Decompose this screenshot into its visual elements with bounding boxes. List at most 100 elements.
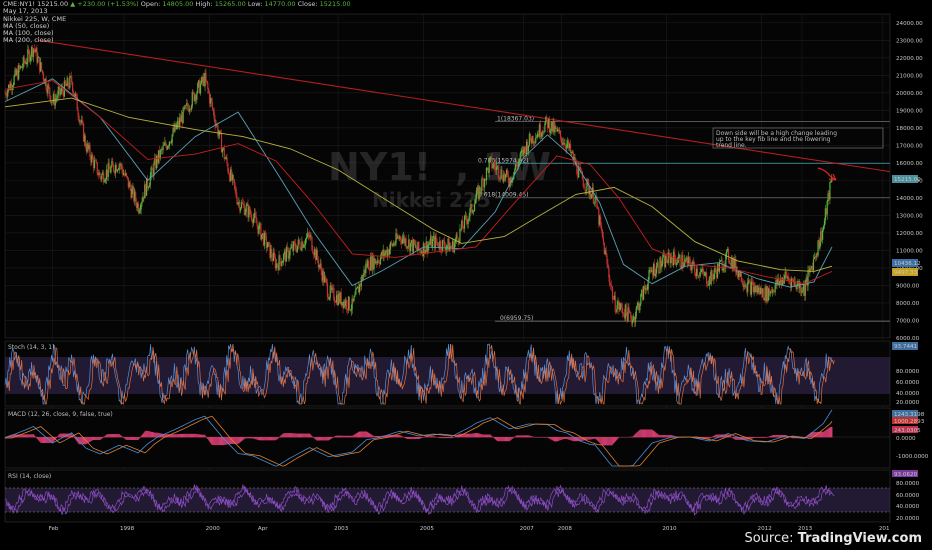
macd-histogram-bar: [184, 433, 186, 438]
candle-body: [214, 119, 216, 126]
macd-histogram-bar: [215, 437, 217, 446]
macd-histogram-bar: [320, 437, 322, 441]
source-credit[interactable]: Source: TradingView.com: [744, 531, 922, 546]
candle-body: [461, 220, 463, 230]
candle-body: [621, 307, 624, 314]
macd-histogram-bar: [422, 437, 424, 438]
macd-histogram-bar: [430, 436, 432, 438]
macd-histogram-bar: [527, 435, 529, 438]
macd-histogram-bar: [380, 435, 382, 438]
candle-body: [339, 292, 341, 303]
candle-body: [391, 243, 393, 247]
candle-body: [778, 277, 780, 285]
candle-body: [374, 258, 376, 264]
candle-body: [608, 267, 610, 278]
macd-histogram-bar: [138, 437, 140, 439]
candle-body: [17, 69, 19, 80]
macd-histogram-bar: [648, 429, 650, 438]
annotation-box[interactable]: [712, 127, 884, 149]
candle-body: [164, 142, 166, 146]
candle-body: [6, 95, 8, 97]
candle-body: [206, 80, 208, 83]
macd-histogram-bar: [346, 435, 348, 438]
macd-histogram-bar: [352, 435, 354, 438]
macd-histogram-bar: [349, 435, 351, 438]
macd-histogram-bar: [152, 432, 153, 438]
candle-body: [537, 133, 540, 137]
macd-histogram-bar: [207, 437, 209, 440]
macd-histogram-bar: [395, 434, 397, 438]
candle-body: [242, 203, 245, 205]
macd-histogram-bar: [760, 437, 762, 438]
candle-body: [780, 278, 783, 286]
macd-histogram-bar: [718, 434, 720, 438]
macd-histogram-bar: [487, 434, 489, 438]
candle-body: [360, 276, 362, 287]
macd-histogram-bar: [773, 434, 775, 438]
macd-histogram-bar: [609, 437, 611, 446]
macd-histogram-bar: [12, 434, 14, 438]
candle-body: [28, 49, 30, 52]
ma-100-line: [4, 80, 833, 285]
macd-histogram-bar: [88, 437, 90, 443]
macd-histogram-bar: [329, 437, 331, 440]
candle-body: [46, 89, 48, 94]
macd-histogram-bar: [254, 437, 256, 440]
candle-body: [82, 123, 85, 142]
macd-histogram-bar: [452, 437, 454, 438]
macd-histogram-bar: [827, 428, 829, 438]
candle-body: [589, 191, 591, 195]
candle-body: [309, 235, 311, 238]
macd-histogram-bar: [574, 437, 576, 442]
candle-body: [264, 232, 266, 236]
macd-histogram-bar: [519, 435, 521, 438]
candle-body: [241, 202, 244, 204]
candle-body: [373, 258, 375, 270]
candle-body: [820, 231, 822, 243]
source-brand: TradingView.com: [797, 531, 922, 546]
candle-body: [470, 203, 472, 209]
candle-body: [185, 105, 187, 106]
candle-body: [530, 140, 532, 144]
candle-body: [325, 279, 328, 283]
time-axis[interactable]: Feb 1998 2000 Apr 2003 2005 2007 2008 2010 2012 20…: [49, 526, 890, 532]
macd-histogram-bar: [110, 434, 112, 438]
macd-histogram-bar: [634, 434, 636, 438]
high-value: 15265.00: [214, 0, 246, 8]
candle-body: [498, 177, 500, 179]
candle-body: [801, 291, 804, 293]
candle-body: [699, 271, 701, 277]
candle-body: [559, 130, 562, 137]
macd-histogram-bar: [135, 437, 137, 440]
candle-body: [503, 173, 505, 182]
candle-body: [806, 277, 808, 286]
candle-body: [412, 239, 414, 252]
macd-histogram-bar: [238, 437, 240, 444]
candle-body: [34, 49, 36, 53]
candle-body: [716, 271, 718, 278]
macd-histogram-bar: [243, 437, 245, 440]
macd-histogram-bar: [274, 437, 276, 441]
macd-histogram-bar: [47, 437, 49, 443]
candle-body: [345, 300, 347, 306]
candle-body: [647, 279, 649, 290]
candle-body: [558, 130, 561, 132]
candle-body: [532, 136, 534, 143]
macd-histogram-bar: [761, 437, 763, 438]
candle-body: [114, 170, 116, 174]
macd-histogram-bar: [196, 434, 198, 438]
macd-histogram-bar: [421, 437, 423, 439]
candle-body: [40, 62, 42, 72]
candle-body: [534, 142, 536, 143]
macd-histogram-bar: [398, 435, 400, 438]
macd-histogram-bar: [453, 436, 455, 438]
candle-body: [95, 160, 97, 163]
candle-body: [346, 300, 348, 310]
candle-body: [302, 241, 304, 248]
macd-histogram-bar: [388, 434, 390, 438]
macd-histogram-bar: [672, 435, 674, 438]
candle-body: [526, 141, 528, 155]
candle-body: [247, 204, 249, 218]
macd-histogram-bar: [137, 437, 139, 440]
